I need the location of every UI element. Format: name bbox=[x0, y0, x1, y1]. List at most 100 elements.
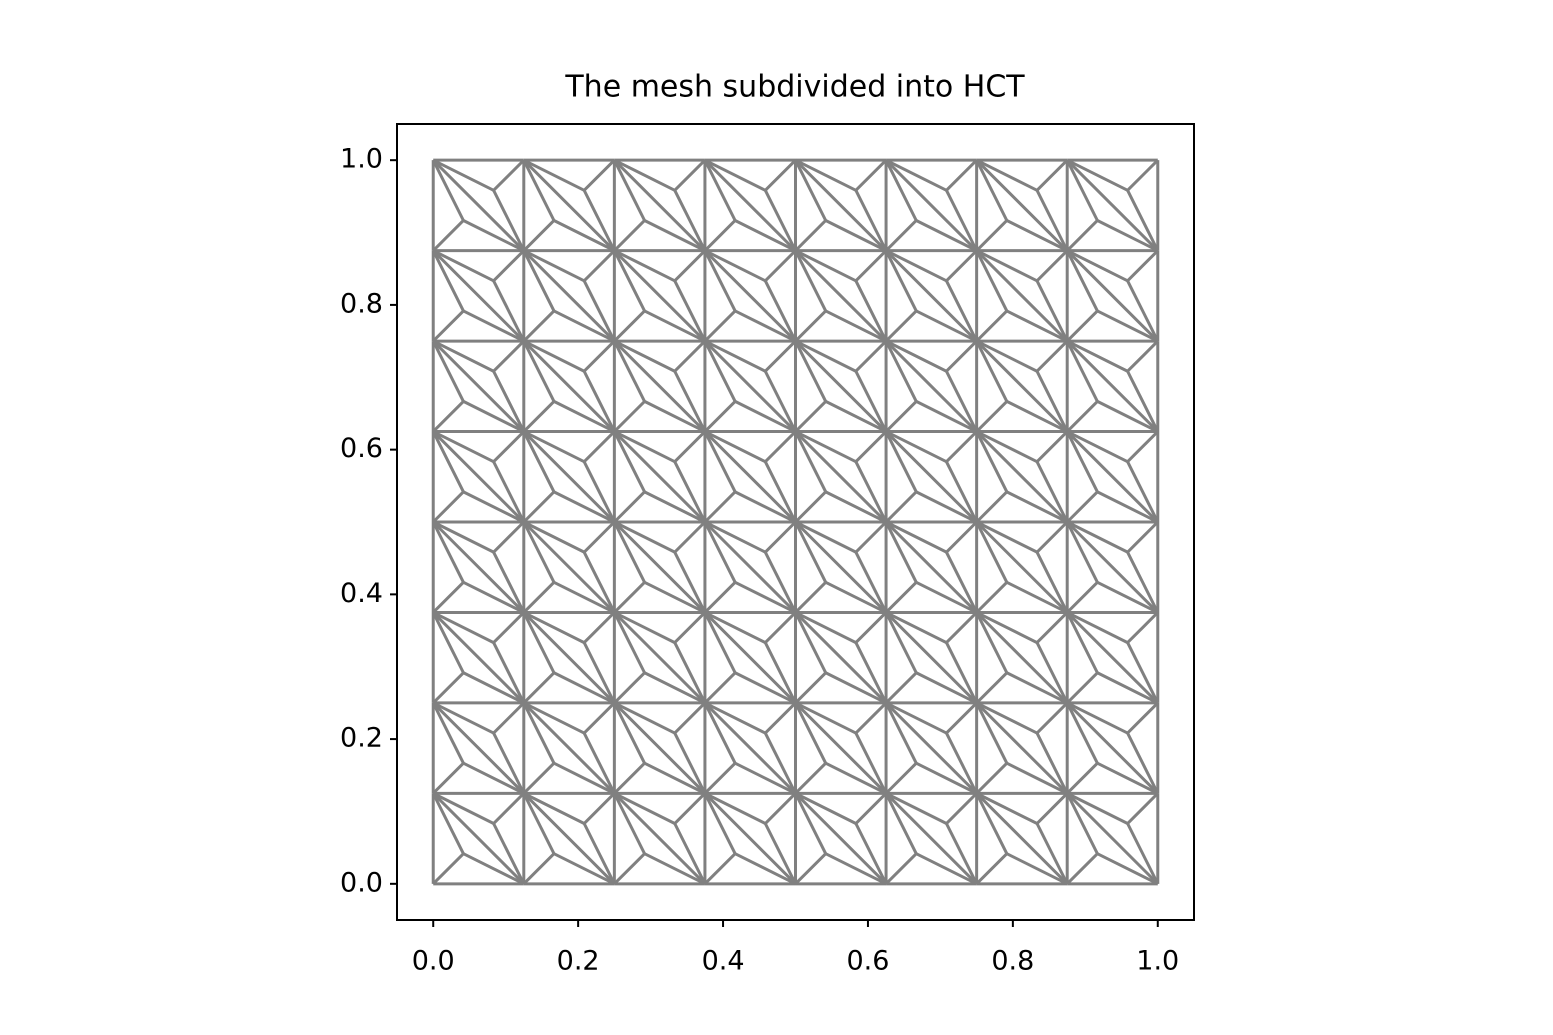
hct-sub-edge bbox=[975, 159, 1009, 222]
hct-sub-edge bbox=[431, 702, 465, 764]
hct-sub-edge bbox=[734, 761, 797, 795]
hct-sub-edge bbox=[523, 158, 585, 192]
hct-sub-edge bbox=[1126, 551, 1160, 614]
hct-sub-edge bbox=[1035, 249, 1069, 282]
hct-sub-edge bbox=[885, 611, 948, 644]
hct-sub-edge bbox=[703, 671, 737, 704]
mesh-diagonal bbox=[794, 430, 888, 524]
mesh-diagonal bbox=[885, 159, 978, 252]
hct-sub-edge bbox=[522, 611, 556, 674]
mesh-diagonal bbox=[975, 701, 1069, 795]
hct-sub-edge bbox=[492, 159, 525, 192]
hct-sub-edge bbox=[975, 521, 1009, 583]
hct-sub-edge bbox=[1126, 641, 1160, 704]
hct-sub-edge bbox=[794, 249, 828, 312]
hct-sub-edge bbox=[522, 340, 556, 403]
hct-sub-edge bbox=[583, 611, 616, 644]
hct-sub-edge bbox=[1065, 521, 1099, 583]
hct-sub-edge bbox=[703, 430, 737, 493]
hct-sub-edge bbox=[432, 490, 465, 524]
hct-sub-edge bbox=[704, 249, 766, 283]
hct-sub-edge bbox=[945, 340, 978, 373]
hct-sub-edge bbox=[1066, 762, 1099, 795]
hct-sub-edge bbox=[1096, 852, 1159, 886]
mesh-diagonal bbox=[885, 430, 978, 524]
hct-sub-edge bbox=[794, 339, 857, 373]
hct-sub-edge bbox=[673, 340, 706, 373]
hct-sub-edge bbox=[431, 792, 465, 855]
hct-sub-edge bbox=[583, 520, 616, 554]
hct-sub-edge bbox=[643, 490, 706, 524]
hct-sub-edge bbox=[462, 671, 525, 705]
hct-sub-edge bbox=[975, 430, 1038, 464]
hct-sub-edge bbox=[522, 762, 556, 795]
hct-sub-edge bbox=[673, 430, 706, 463]
hct-sub-edge bbox=[945, 520, 978, 554]
hct-sub-edge bbox=[1066, 701, 1129, 735]
hct-sub-edge bbox=[673, 280, 707, 342]
hct-sub-edge bbox=[673, 461, 707, 523]
axes-frame bbox=[396, 123, 1195, 921]
hct-sub-edge bbox=[975, 309, 1008, 343]
mesh-diagonal bbox=[794, 520, 888, 614]
hct-sub-edge bbox=[613, 430, 676, 464]
hct-sub-edge bbox=[945, 461, 978, 523]
hct-sub-edge bbox=[492, 701, 525, 735]
hct-sub-edge bbox=[763, 370, 797, 433]
hct-sub-edge bbox=[794, 581, 827, 614]
hct-sub-edge bbox=[734, 852, 797, 886]
hct-sub-edge bbox=[794, 762, 827, 795]
hct-sub-edge bbox=[885, 400, 918, 433]
hct-sub-edge bbox=[1096, 490, 1159, 524]
hct-sub-edge bbox=[884, 340, 918, 403]
hct-sub-edge bbox=[945, 430, 978, 463]
hct-sub-edge bbox=[643, 580, 706, 614]
hct-sub-edge bbox=[794, 430, 857, 464]
mesh-diagonal bbox=[432, 430, 525, 524]
hct-sub-edge bbox=[703, 219, 737, 252]
hct-sub-edge bbox=[522, 490, 556, 524]
hct-sub-edge bbox=[462, 400, 525, 433]
hct-sub-edge bbox=[794, 852, 827, 885]
hct-sub-edge bbox=[1006, 490, 1068, 524]
hct-sub-edge bbox=[1066, 219, 1099, 252]
mesh-diagonal bbox=[975, 340, 1069, 433]
hct-sub-edge bbox=[763, 189, 797, 252]
hct-sub-edge bbox=[884, 159, 918, 222]
hct-sub-edge bbox=[794, 702, 828, 764]
mesh-diagonal bbox=[975, 520, 1069, 614]
y-tick-label: 0.0 bbox=[340, 867, 383, 898]
hct-sub-edge bbox=[975, 249, 1038, 283]
hct-sub-edge bbox=[613, 309, 646, 343]
hct-sub-edge bbox=[945, 822, 978, 885]
mesh-diagonal bbox=[432, 611, 525, 704]
hct-sub-edge bbox=[1035, 159, 1069, 192]
hct-sub-edge bbox=[432, 339, 495, 373]
hct-sub-edge bbox=[704, 339, 766, 373]
hct-sub-edge bbox=[885, 581, 918, 614]
hct-sub-edge bbox=[492, 520, 525, 554]
hct-sub-edge bbox=[794, 249, 857, 283]
mesh-diagonal bbox=[522, 340, 616, 433]
hct-sub-edge bbox=[643, 761, 706, 795]
hct-sub-edge bbox=[613, 249, 646, 312]
hct-sub-edge bbox=[583, 159, 616, 192]
hct-sub-edge bbox=[613, 671, 646, 704]
hct-sub-edge bbox=[613, 400, 646, 433]
hct-sub-edge bbox=[1066, 400, 1099, 433]
hct-sub-edge bbox=[613, 852, 646, 885]
hct-sub-edge bbox=[613, 430, 646, 493]
hct-sub-edge bbox=[1035, 551, 1069, 614]
mesh-diagonal bbox=[1066, 159, 1159, 252]
hct-sub-edge bbox=[462, 309, 525, 343]
hct-sub-edge bbox=[794, 159, 828, 222]
hct-sub-edge bbox=[1126, 249, 1159, 282]
hct-sub-edge bbox=[975, 762, 1008, 795]
hct-sub-edge bbox=[673, 520, 706, 554]
hct-sub-edge bbox=[1035, 641, 1069, 704]
hct-sub-edge bbox=[885, 490, 918, 524]
mesh-diagonal bbox=[522, 792, 616, 885]
hct-sub-edge bbox=[1065, 792, 1099, 855]
hct-sub-edge bbox=[885, 430, 948, 464]
hct-sub-edge bbox=[764, 611, 797, 644]
